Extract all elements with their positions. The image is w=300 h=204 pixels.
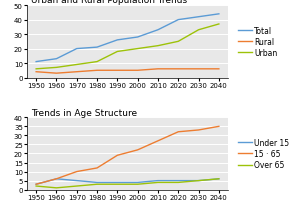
Legend: Total, Rural, Urban: Total, Rural, Urban [238,26,277,58]
Text: Trends in Age Structure: Trends in Age Structure [31,108,137,117]
Legend: Under 15, 15 · 65, Over 65: Under 15, 15 · 65, Over 65 [238,138,289,170]
Text: Urban and Rural Population Trends: Urban and Rural Population Trends [31,0,187,5]
